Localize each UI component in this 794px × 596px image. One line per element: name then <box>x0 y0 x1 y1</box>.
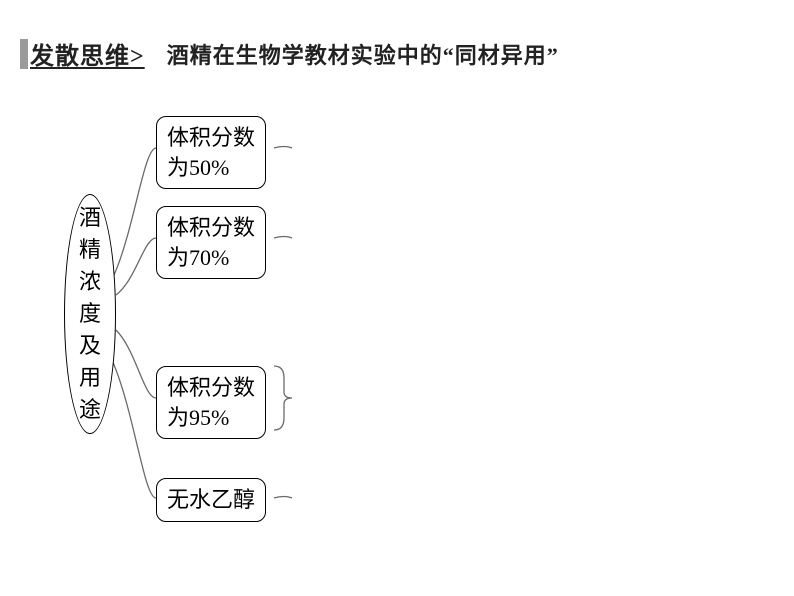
root-char: 及 <box>79 330 101 362</box>
root-char: 精 <box>79 234 101 266</box>
root-char: 浓 <box>79 266 101 298</box>
tail-marker <box>274 237 292 239</box>
root-char: 用 <box>79 362 101 394</box>
edge <box>114 148 156 275</box>
mindmap-diagram: 酒精浓度及用途 体积分数为50%体积分数为70%体积分数为95%无水乙醇 <box>64 110 364 530</box>
node-neth: 无水乙醇 <box>156 478 266 522</box>
edge <box>116 238 156 295</box>
node-line1: 体积分数 <box>167 373 255 403</box>
node-line1: 体积分数 <box>167 123 255 153</box>
node-line2: 为95% <box>167 403 255 433</box>
root-node: 酒精浓度及用途 <box>64 194 116 434</box>
header: 发散思维> 酒精在生物学教材实验中的“同材异用” <box>20 36 559 71</box>
root-char: 度 <box>79 298 101 330</box>
node-line1: 无水乙醇 <box>167 485 255 515</box>
node-n70: 体积分数为70% <box>156 206 266 279</box>
root-char: 酒 <box>79 202 101 234</box>
node-n95: 体积分数为95% <box>156 366 266 439</box>
root-char: 途 <box>79 394 101 426</box>
tail-marker <box>274 497 292 499</box>
edge <box>112 360 156 498</box>
accent-bar <box>20 39 28 69</box>
node-n50: 体积分数为50% <box>156 116 266 189</box>
node-line2: 为50% <box>167 153 255 183</box>
brace-marker <box>274 366 292 430</box>
section-title: 发散思维> <box>30 36 145 71</box>
subtitle: 酒精在生物学教材实验中的“同材异用” <box>167 38 559 70</box>
tail-marker <box>274 147 292 149</box>
node-line1: 体积分数 <box>167 213 255 243</box>
node-line2: 为70% <box>167 243 255 273</box>
